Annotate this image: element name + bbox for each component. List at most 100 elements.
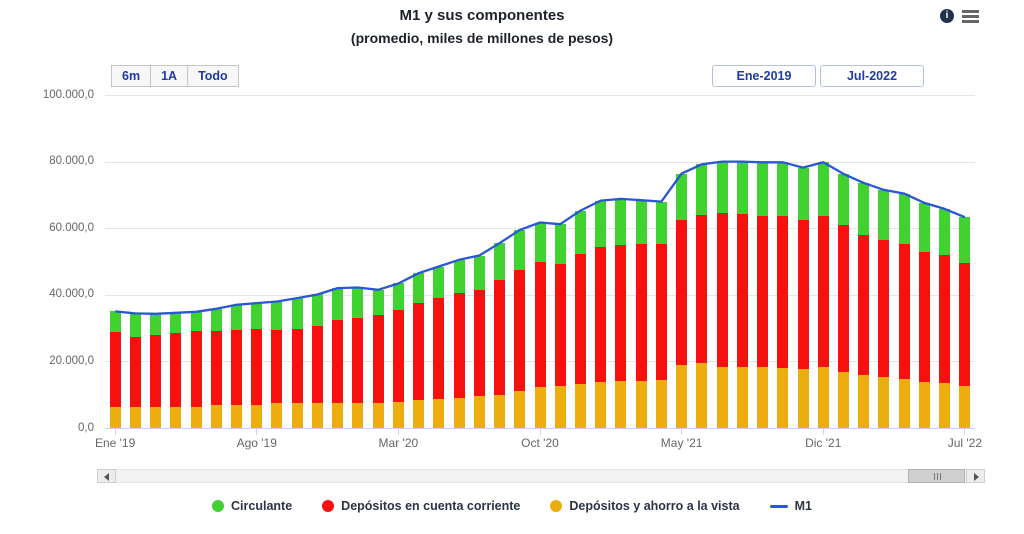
bar-jun-20[interactable] xyxy=(453,259,465,428)
bar-mar-22[interactable] xyxy=(878,189,890,428)
x-axis-label: Jul '22 xyxy=(947,436,983,450)
legend-item-m1[interactable]: M1 xyxy=(769,499,812,513)
scrollbar-left-arrow-icon[interactable] xyxy=(97,469,116,483)
bar-jul-21[interactable] xyxy=(716,161,728,428)
bar-sep-19[interactable] xyxy=(271,301,283,428)
range-button-todo[interactable]: Todo xyxy=(187,65,239,87)
bar-feb-20[interactable] xyxy=(372,289,384,428)
bar-feb-19[interactable] xyxy=(129,313,141,428)
bar-segment-deposito-ahorro xyxy=(817,367,829,428)
bar-dic-21[interactable] xyxy=(817,162,829,428)
bar-nov-19[interactable] xyxy=(311,294,323,428)
bar-may-19[interactable] xyxy=(190,311,202,428)
scrollbar-right-arrow-icon[interactable] xyxy=(966,469,985,483)
bar-segment-deposito-cc xyxy=(635,244,647,381)
bar-segment-deposito-ahorro xyxy=(574,383,586,428)
bar-segment-deposito-ahorro xyxy=(918,381,930,428)
range-input-to[interactable]: Jul-2022 xyxy=(820,65,924,87)
scrollbar-thumb[interactable] xyxy=(908,469,965,483)
y-axis-label: 100.000,0 xyxy=(42,88,94,101)
legend-label: M1 xyxy=(794,499,812,513)
bar-segment-deposito-cc xyxy=(271,330,283,404)
bar-oct-20[interactable] xyxy=(534,222,546,428)
bar-segment-deposito-cc xyxy=(736,213,748,368)
bar-mar-20[interactable] xyxy=(392,283,404,428)
bar-segment-deposito-cc xyxy=(554,263,566,387)
x-axis-tick xyxy=(964,428,966,435)
bar-ene-21[interactable] xyxy=(595,200,607,428)
scrollbar-track[interactable] xyxy=(97,469,985,483)
bar-jun-22[interactable] xyxy=(939,208,951,428)
bar-segment-circulante xyxy=(170,312,182,334)
bar-segment-deposito-cc xyxy=(251,328,263,406)
bar-mar-19[interactable] xyxy=(150,313,162,428)
bar-jun-21[interactable] xyxy=(696,164,708,428)
bar-segment-deposito-ahorro xyxy=(655,380,667,428)
legend-item-depositos-cuenta-corriente[interactable]: Depósitos en cuenta corriente xyxy=(322,499,520,513)
bar-dic-19[interactable] xyxy=(332,288,344,428)
plot-area xyxy=(105,95,975,429)
bar-may-22[interactable] xyxy=(918,202,930,428)
circulante-marker-icon xyxy=(212,500,225,512)
hamburger-menu-icon[interactable] xyxy=(962,10,979,23)
bar-abr-22[interactable] xyxy=(898,193,910,428)
bar-may-20[interactable] xyxy=(433,266,445,429)
bar-nov-20[interactable] xyxy=(554,224,566,428)
bar-ago-21[interactable] xyxy=(736,161,748,428)
bar-nov-21[interactable] xyxy=(797,167,809,428)
bar-segment-deposito-ahorro xyxy=(251,405,263,428)
range-button-1a[interactable]: 1A xyxy=(150,65,189,87)
bar-abr-21[interactable] xyxy=(655,201,667,428)
bar-ene-20[interactable] xyxy=(352,287,364,428)
bar-may-21[interactable] xyxy=(676,173,688,428)
bar-segment-circulante xyxy=(757,162,769,217)
bar-segment-circulante xyxy=(574,210,586,254)
bar-ago-19[interactable] xyxy=(251,303,263,428)
x-axis-label: Oct '20 xyxy=(521,436,559,450)
bar-mar-21[interactable] xyxy=(635,200,647,428)
bar-segment-deposito-ahorro xyxy=(615,381,627,428)
bar-segment-circulante xyxy=(453,259,465,294)
range-button-6m[interactable]: 6m xyxy=(111,65,152,87)
bar-segment-deposito-cc xyxy=(311,326,323,403)
bar-sep-21[interactable] xyxy=(757,162,769,428)
bar-abr-19[interactable] xyxy=(170,312,182,428)
bar-segment-circulante xyxy=(494,243,506,281)
bar-segment-deposito-ahorro xyxy=(534,386,546,428)
bar-segment-deposito-cc xyxy=(494,280,506,395)
bar-jul-20[interactable] xyxy=(473,255,485,428)
bar-ene-19[interactable] xyxy=(109,311,121,428)
x-axis-tick xyxy=(256,428,258,435)
x-axis-label: May '21 xyxy=(660,436,703,450)
bar-jul-19[interactable] xyxy=(231,304,242,428)
bar-segment-circulante xyxy=(837,173,849,225)
x-axis-tick xyxy=(114,428,116,435)
bar-oct-19[interactable] xyxy=(291,298,303,428)
bar-segment-deposito-ahorro xyxy=(939,382,951,428)
legend-item-depositos-ahorro-vista[interactable]: Depósitos y ahorro a la vista xyxy=(550,499,740,513)
bar-segment-deposito-ahorro xyxy=(271,403,283,428)
bar-feb-21[interactable] xyxy=(615,198,627,428)
bar-segment-deposito-ahorro xyxy=(878,376,890,428)
bar-feb-22[interactable] xyxy=(858,182,870,428)
bar-segment-circulante xyxy=(858,182,870,235)
legend-item-circulante[interactable]: Circulante xyxy=(212,499,292,513)
bar-segment-deposito-ahorro xyxy=(554,386,566,428)
info-icon[interactable]: i xyxy=(940,9,954,23)
bar-segment-deposito-ahorro xyxy=(898,379,910,428)
bar-segment-deposito-cc xyxy=(797,220,809,370)
bar-ene-22[interactable] xyxy=(837,173,849,428)
bar-segment-deposito-cc xyxy=(433,298,445,400)
bar-ago-20[interactable] xyxy=(494,243,506,428)
bar-sep-20[interactable] xyxy=(514,229,526,428)
bar-oct-21[interactable] xyxy=(777,162,789,428)
bar-abr-20[interactable] xyxy=(413,273,425,428)
bar-segment-deposito-cc xyxy=(615,245,627,382)
bar-segment-circulante xyxy=(433,266,445,299)
depositos-ahorro-marker-icon xyxy=(550,500,563,512)
bar-jun-19[interactable] xyxy=(210,308,222,428)
bar-dic-20[interactable] xyxy=(574,210,586,428)
bar-segment-deposito-cc xyxy=(352,318,364,404)
bar-jul-22[interactable] xyxy=(959,217,971,428)
range-input-from[interactable]: Ene-2019 xyxy=(712,65,816,87)
